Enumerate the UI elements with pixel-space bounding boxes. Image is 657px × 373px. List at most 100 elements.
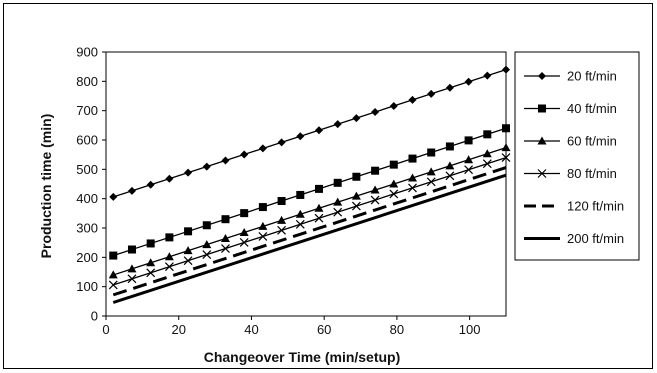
data-point: [501, 153, 511, 163]
data-point: [109, 251, 118, 260]
data-point: [537, 169, 547, 178]
data-point: [445, 161, 455, 170]
series-line: [113, 127, 507, 257]
data-point: [408, 95, 417, 104]
data-point: [183, 246, 193, 255]
y-tick-label: 700: [76, 103, 98, 118]
data-point: [258, 203, 267, 212]
data-point: [277, 197, 286, 206]
y-tick-label: 0: [91, 309, 98, 324]
legend-label: 200 ft/min: [567, 231, 624, 246]
data-point: [277, 138, 286, 147]
series-line: [113, 68, 507, 198]
data-point: [426, 177, 436, 187]
data-point: [108, 280, 118, 290]
data-point: [127, 264, 137, 273]
legend-entry: 60 ft/min: [524, 134, 617, 149]
legend-label: 60 ft/min: [567, 134, 617, 149]
data-point: [389, 179, 399, 188]
data-point: [464, 165, 474, 175]
y-axis-title: Production time (min): [38, 114, 54, 259]
data-point: [314, 213, 324, 223]
data-point: [109, 192, 118, 201]
data-point: [502, 124, 510, 133]
data-point: [538, 104, 546, 113]
data-point: [146, 180, 155, 189]
legend-entry: 80 ft/min: [524, 166, 617, 181]
data-point: [445, 142, 454, 151]
data-point: [220, 234, 230, 243]
data-point: [389, 101, 398, 110]
data-point: [502, 65, 510, 74]
data-point: [221, 215, 230, 224]
data-point: [183, 256, 193, 266]
data-point: [427, 148, 436, 157]
data-point: [184, 227, 193, 236]
x-tick-label: 40: [244, 322, 258, 337]
series-line: [113, 147, 507, 276]
data-point: [277, 215, 287, 224]
y-tick-label: 600: [76, 133, 98, 148]
data-point: [464, 155, 474, 164]
data-point: [445, 171, 455, 181]
data-point: [389, 160, 398, 169]
series-5: [112, 166, 507, 297]
series-line: [112, 166, 507, 297]
x-axis-ticks: 0 20 40 60 80 100: [102, 316, 480, 337]
data-point: [351, 191, 361, 200]
x-tick-label: 100: [459, 322, 481, 337]
data-point: [314, 184, 323, 193]
data-point: [352, 172, 361, 181]
series-line: [112, 173, 507, 304]
data-point: [296, 190, 305, 199]
y-tick-label: 400: [76, 191, 98, 206]
data-point: [482, 159, 492, 169]
series-6: [112, 173, 507, 304]
data-point: [352, 114, 361, 123]
series-3: [108, 143, 511, 279]
legend-label: 80 ft/min: [567, 166, 617, 181]
x-tick-label: 60: [317, 322, 331, 337]
data-point: [371, 108, 380, 117]
data-point: [538, 72, 546, 80]
x-tick-label: 80: [390, 322, 404, 337]
data-point: [108, 270, 118, 279]
plot-border: [105, 51, 507, 317]
data-point: [239, 227, 249, 236]
series-1: [109, 65, 510, 201]
x-tick-label: 20: [171, 322, 185, 337]
y-tick-label: 500: [76, 162, 98, 177]
data-point: [389, 189, 399, 199]
data-point: [295, 219, 305, 229]
data-point: [146, 258, 156, 267]
data-point: [314, 126, 323, 135]
y-tick-label: 800: [76, 74, 98, 89]
data-point: [482, 149, 492, 158]
series-layer: [108, 65, 511, 304]
data-point: [202, 240, 212, 249]
data-point: [164, 252, 174, 261]
data-point: [426, 167, 436, 176]
legend: 20 ft/min 40 ft/min 60 ft/min 80 ft/min 120 …: [514, 51, 640, 261]
data-point: [165, 174, 174, 183]
y-tick-label: 100: [76, 279, 98, 294]
data-point: [370, 185, 380, 194]
data-point: [407, 173, 417, 182]
data-point: [164, 262, 174, 272]
data-point: [333, 178, 342, 187]
data-point: [277, 225, 287, 235]
data-point: [537, 136, 547, 145]
data-point: [333, 120, 342, 129]
legend-label: 20 ft/min: [567, 69, 617, 84]
data-point: [464, 136, 473, 145]
x-tick-label: 0: [102, 322, 109, 337]
legend-label: 120 ft/min: [567, 199, 624, 214]
y-tick-label: 300: [76, 221, 98, 236]
data-point: [221, 156, 230, 165]
legend-label: 40 ft/min: [567, 101, 617, 116]
data-point: [333, 197, 343, 206]
plot-area: [105, 51, 507, 317]
data-point: [445, 83, 454, 92]
data-point: [146, 268, 156, 278]
